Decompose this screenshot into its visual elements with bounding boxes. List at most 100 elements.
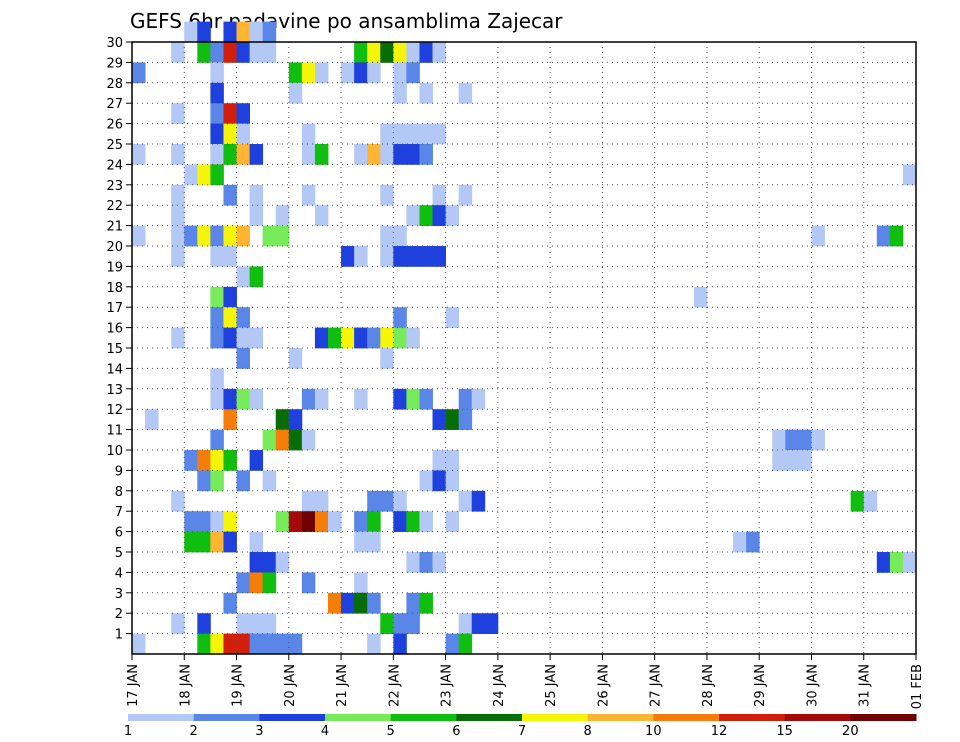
heatmap-cell bbox=[236, 348, 250, 369]
y-tick-label: 29 bbox=[106, 56, 123, 71]
grid-lines bbox=[132, 42, 916, 654]
heatmap-cell bbox=[406, 511, 420, 532]
colorbar-label: 8 bbox=[584, 724, 592, 739]
heatmap-cell bbox=[249, 552, 264, 573]
heatmap-cell bbox=[262, 429, 277, 451]
heatmap-cell bbox=[223, 225, 237, 247]
heatmap-cell bbox=[145, 409, 159, 430]
heatmap-cell bbox=[393, 327, 407, 349]
heatmap-cell bbox=[406, 123, 420, 145]
heatmap-cell bbox=[223, 21, 237, 43]
heatmap-cell bbox=[393, 388, 407, 410]
heatmap-cell bbox=[275, 409, 290, 430]
heatmap-cell bbox=[262, 225, 277, 247]
heatmap-cell bbox=[328, 511, 342, 532]
heatmap-cell bbox=[432, 450, 446, 471]
heatmap-cell bbox=[406, 552, 420, 573]
heatmap-cell bbox=[419, 552, 433, 573]
heatmap-cell bbox=[328, 592, 342, 614]
heatmap-cell bbox=[236, 470, 250, 492]
heatmap-cell bbox=[210, 327, 224, 349]
heatmap-cell bbox=[223, 531, 237, 553]
heatmap-cell bbox=[301, 62, 316, 84]
heatmap-cell bbox=[471, 490, 486, 512]
heatmap-cell bbox=[275, 552, 290, 573]
heatmap-cell bbox=[236, 42, 250, 63]
heatmap-cell bbox=[171, 205, 185, 226]
heatmap-cell bbox=[236, 633, 250, 655]
heatmap-cell bbox=[301, 511, 316, 532]
heatmap-cell bbox=[249, 450, 264, 471]
colorbar-label: 6 bbox=[452, 724, 460, 739]
colorbar-label: 2 bbox=[190, 724, 198, 739]
x-tick-label: 21 JAN bbox=[335, 664, 350, 707]
heatmap-cell bbox=[889, 225, 904, 247]
heatmap-cell bbox=[458, 409, 473, 430]
heatmap-cell bbox=[249, 144, 264, 165]
y-tick-label: 16 bbox=[106, 322, 123, 337]
heatmap-cell bbox=[236, 266, 250, 288]
heatmap-cell bbox=[132, 62, 146, 84]
heatmap-cell bbox=[471, 388, 486, 410]
x-tick-label: 29 JAN bbox=[753, 664, 768, 707]
heatmap-cell bbox=[275, 205, 290, 226]
heatmap-cell bbox=[863, 490, 878, 512]
heatmap-cell bbox=[341, 62, 355, 84]
heatmap-cell bbox=[210, 531, 224, 553]
heatmap-cell bbox=[249, 21, 264, 43]
colorbar-label: 12 bbox=[711, 724, 728, 739]
heatmap-cell bbox=[301, 123, 316, 145]
heatmap-cell bbox=[380, 123, 394, 145]
heatmap-cell bbox=[419, 123, 433, 145]
heatmap-cell bbox=[406, 613, 420, 634]
heatmap-cell bbox=[458, 184, 473, 206]
heatmap-cell bbox=[798, 450, 812, 471]
heatmap-cell bbox=[380, 184, 394, 206]
colorbar-label: 15 bbox=[776, 724, 793, 739]
heatmap-cell bbox=[262, 572, 277, 594]
x-axis-ticks: 17 JAN 18 JAN 19 JAN 20 JAN 21 JAN 22 JAN 23 J… bbox=[126, 654, 925, 709]
heatmap-cell bbox=[197, 225, 211, 247]
heatmap-cell bbox=[210, 388, 224, 410]
heatmap-cell bbox=[406, 388, 420, 410]
heatmap-cell bbox=[171, 184, 185, 206]
heatmap-cell bbox=[902, 164, 917, 186]
heatmap-cell bbox=[288, 633, 303, 655]
heatmap-cell bbox=[249, 184, 264, 206]
heatmap-cell bbox=[249, 531, 264, 553]
x-tick-label: 28 JAN bbox=[701, 664, 716, 707]
y-tick-label: 22 bbox=[106, 199, 123, 214]
heatmap-cell bbox=[354, 531, 368, 553]
heatmap-cell bbox=[210, 470, 224, 492]
x-tick-label: 19 JAN bbox=[231, 664, 246, 707]
heatmap-cell bbox=[197, 633, 211, 655]
heatmap-cell bbox=[275, 225, 290, 247]
heatmap-cell bbox=[393, 42, 407, 63]
heatmap-cell bbox=[223, 511, 237, 532]
heatmap-cell bbox=[367, 62, 381, 84]
heatmap-cell bbox=[197, 470, 211, 492]
x-tick-label: 20 JAN bbox=[283, 664, 298, 707]
heatmap-cell bbox=[236, 123, 250, 145]
heatmap-cell bbox=[184, 225, 198, 247]
heatmap-cell bbox=[314, 490, 329, 512]
heatmap-cell bbox=[223, 450, 237, 471]
heatmap-cell bbox=[184, 450, 198, 471]
colorbar-label: 10 bbox=[645, 724, 662, 739]
heatmap-cell bbox=[432, 246, 446, 267]
heatmap-cell bbox=[236, 103, 250, 124]
heatmap-cell bbox=[249, 613, 264, 634]
heatmap-cell bbox=[367, 592, 381, 614]
colorbar-swatch bbox=[587, 714, 654, 721]
heatmap-cell bbox=[184, 164, 198, 186]
heatmap-cell bbox=[197, 511, 211, 532]
heatmap-cell bbox=[471, 613, 486, 634]
heatmap-cell bbox=[288, 62, 303, 84]
heatmap-cell bbox=[197, 164, 211, 186]
heatmap-cell bbox=[811, 429, 825, 451]
heatmap-cell bbox=[419, 82, 433, 104]
heatmap-cell bbox=[171, 225, 185, 247]
heatmap-cell bbox=[223, 307, 237, 328]
heatmap-cell bbox=[406, 205, 420, 226]
